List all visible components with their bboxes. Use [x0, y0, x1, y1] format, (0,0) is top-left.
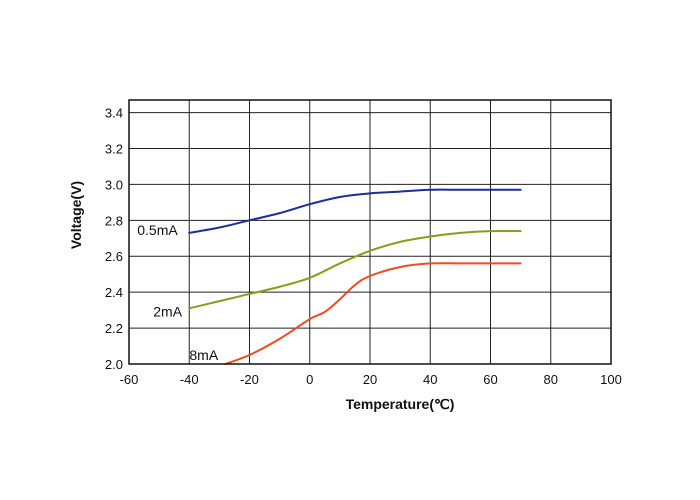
- x-tick-label: 80: [544, 372, 558, 387]
- y-tick-label: 2.8: [105, 213, 123, 228]
- x-tick-label: 0: [306, 372, 313, 387]
- x-tick-label: 20: [363, 372, 377, 387]
- x-tick-label: 100: [600, 372, 622, 387]
- series-line-2mA: [188, 229, 522, 310]
- series-label-8mA: 8mA: [189, 347, 218, 363]
- series-line-0.5mA: [188, 188, 522, 234]
- y-tick-label: 3.0: [105, 177, 123, 192]
- series-lines: [188, 188, 522, 365]
- x-tick-label: -60: [120, 372, 139, 387]
- series-labels: 0.5mA 2mA 8mA: [137, 222, 219, 363]
- y-tick-label: 2.4: [105, 285, 123, 300]
- y-tick-label: 3.2: [105, 141, 123, 156]
- tick-labels: -60 -40 -20 0 20 40 60 80 100 2.0 2.2 2.4 2.6 2.8 3.0 3…: [105, 106, 622, 387]
- x-tick-label: -20: [240, 372, 259, 387]
- x-tick-label: 60: [483, 372, 497, 387]
- x-tick-label: -40: [180, 372, 199, 387]
- y-tick-label: 2.0: [105, 357, 123, 372]
- y-tick-label: 3.4: [105, 106, 123, 121]
- plot-frame: [128, 99, 612, 365]
- series-label-0.5mA: 0.5mA: [137, 222, 178, 238]
- y-axis-title: Voltage(V): [68, 181, 84, 249]
- y-tick-label: 2.6: [105, 249, 123, 264]
- grid-lines: [129, 100, 611, 364]
- series-label-2mA: 2mA: [153, 303, 182, 319]
- x-axis-title: Temperature(℃): [346, 396, 455, 412]
- series-line-8mA: [224, 262, 522, 365]
- y-tick-label: 2.2: [105, 321, 123, 336]
- x-tick-label: 40: [423, 372, 437, 387]
